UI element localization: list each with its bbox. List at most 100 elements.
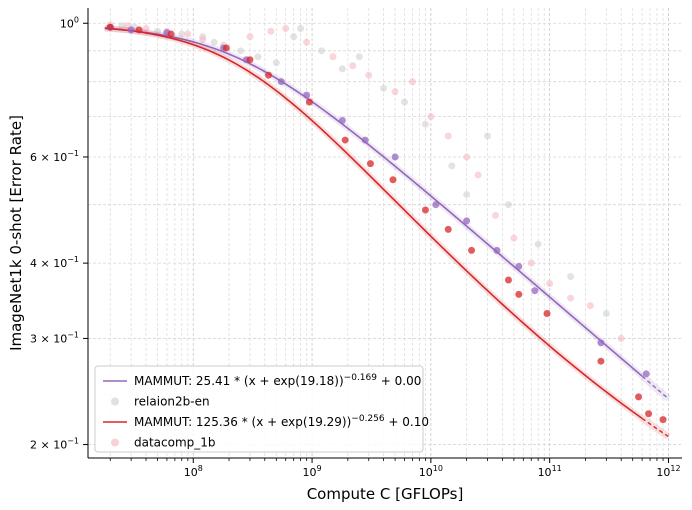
axes-layer (87, 8, 682, 459)
scatter-point (290, 33, 298, 41)
scatter-point (602, 309, 610, 317)
frontier-point (645, 410, 653, 418)
frontier-point (303, 91, 311, 99)
frontier-point (597, 357, 605, 365)
frontier-point (135, 26, 143, 34)
scatter-point (484, 132, 492, 140)
scatter-point (272, 59, 280, 67)
frontier-point (463, 217, 471, 225)
x-axis-title: Compute C [GFLOPs] (307, 485, 464, 503)
frontier-point (504, 276, 512, 284)
scatter-point (282, 25, 290, 33)
frontier-point (444, 225, 452, 233)
scatter-point (246, 33, 254, 41)
frontier-point (515, 290, 523, 298)
scatter-point (210, 38, 218, 46)
scatter-point (401, 98, 409, 106)
legend-label: datacomp_1b (134, 436, 216, 450)
fit-extrapolation (641, 417, 669, 438)
scatter-point (355, 53, 363, 61)
frontier-point (421, 206, 429, 214)
frontier-point (222, 44, 230, 52)
scatter-point (338, 65, 346, 73)
frontier-point (389, 176, 397, 184)
legend-label: MAMMUT: 25.41 * (x + exp(19.18))−0.169 +… (134, 373, 421, 388)
y-tick-label: 6 × 10−1 (30, 149, 79, 164)
scatter-point (421, 120, 429, 128)
y-tick-label: 4 × 10−1 (30, 255, 79, 270)
scatter-point (380, 84, 388, 92)
scatter-point (297, 25, 305, 33)
fit-extrapolation (641, 375, 669, 400)
scatter-point (267, 27, 275, 35)
scatter-point (567, 294, 575, 302)
scatter-point (527, 259, 535, 267)
frontier-point (515, 262, 523, 270)
frontier-layer (106, 23, 667, 424)
x-tick-label: 108 (184, 464, 203, 479)
scatter-point (303, 38, 311, 46)
y-axis-title: ImageNet1k 0-shot [Error Rate] (7, 115, 25, 351)
frontier-point (277, 78, 285, 86)
scatter-point (178, 30, 186, 38)
frontier-point (341, 136, 349, 144)
fit-curve (104, 27, 643, 420)
frontier-point (635, 393, 643, 401)
x-tick-label: 1010 (419, 464, 443, 479)
scatter-point (365, 71, 373, 79)
frontier-point (432, 201, 440, 209)
frontier-point (366, 160, 374, 168)
legend-label: relaion2b-en (134, 395, 210, 409)
frontier-point (127, 26, 135, 34)
frontier-point (659, 416, 667, 424)
fit-confidence-band (104, 25, 645, 379)
frontier-point (642, 370, 650, 378)
scatter-point (154, 27, 162, 35)
y-tick-label: 3 × 10−1 (30, 330, 79, 345)
scatter-point (510, 234, 518, 242)
fit-curve (104, 27, 643, 377)
scatter-point (463, 153, 471, 161)
scatter-point (444, 132, 452, 140)
scatter-point (474, 171, 482, 179)
scatter-point (408, 78, 416, 86)
x-tick-label: 1011 (538, 464, 562, 479)
legend-box (94, 365, 424, 453)
x-tick-label: 1012 (656, 464, 680, 479)
ticks-layer: 108 109 1010 1011 1012 100 6 × 10−1 4 × 10−1 3 ×… (30, 15, 681, 479)
scatter-point (142, 25, 150, 33)
frontier-point (167, 30, 175, 38)
scatter-point (329, 53, 337, 61)
scatter-point (254, 53, 262, 61)
scatter-point (586, 302, 594, 310)
legend-dot-swatch (111, 397, 119, 406)
scatter-point (534, 240, 542, 248)
scatter-point (567, 273, 575, 281)
scatter-point (504, 201, 512, 209)
x-tick-label: 109 (303, 464, 322, 479)
frontier-point (493, 246, 501, 254)
legend-label: MAMMUT: 125.36 * (x + exp(19.29))−0.256 … (134, 414, 429, 429)
scatter-point (463, 190, 471, 198)
frontier-point (246, 56, 254, 64)
fit-layer (104, 25, 671, 440)
scatter-point (237, 47, 245, 55)
y-tick-label: 100 (60, 15, 79, 30)
fit-confidence-band (104, 25, 644, 421)
frontier-point (531, 287, 539, 295)
frontier-point (597, 339, 605, 347)
scatter-point (199, 35, 207, 43)
scatter-point (391, 88, 399, 96)
scatter-point (546, 280, 554, 288)
frontier-point (361, 136, 369, 144)
frontier-point (391, 153, 399, 161)
y-tick-label: 2 × 10−1 (30, 437, 79, 452)
scatter-point (118, 22, 126, 30)
frontier-point (468, 246, 476, 254)
frontier-point (106, 23, 114, 31)
scatter-point (427, 113, 435, 121)
legend-dot-swatch (111, 438, 119, 447)
frontier-point (305, 98, 313, 106)
frontier-point (265, 71, 273, 79)
